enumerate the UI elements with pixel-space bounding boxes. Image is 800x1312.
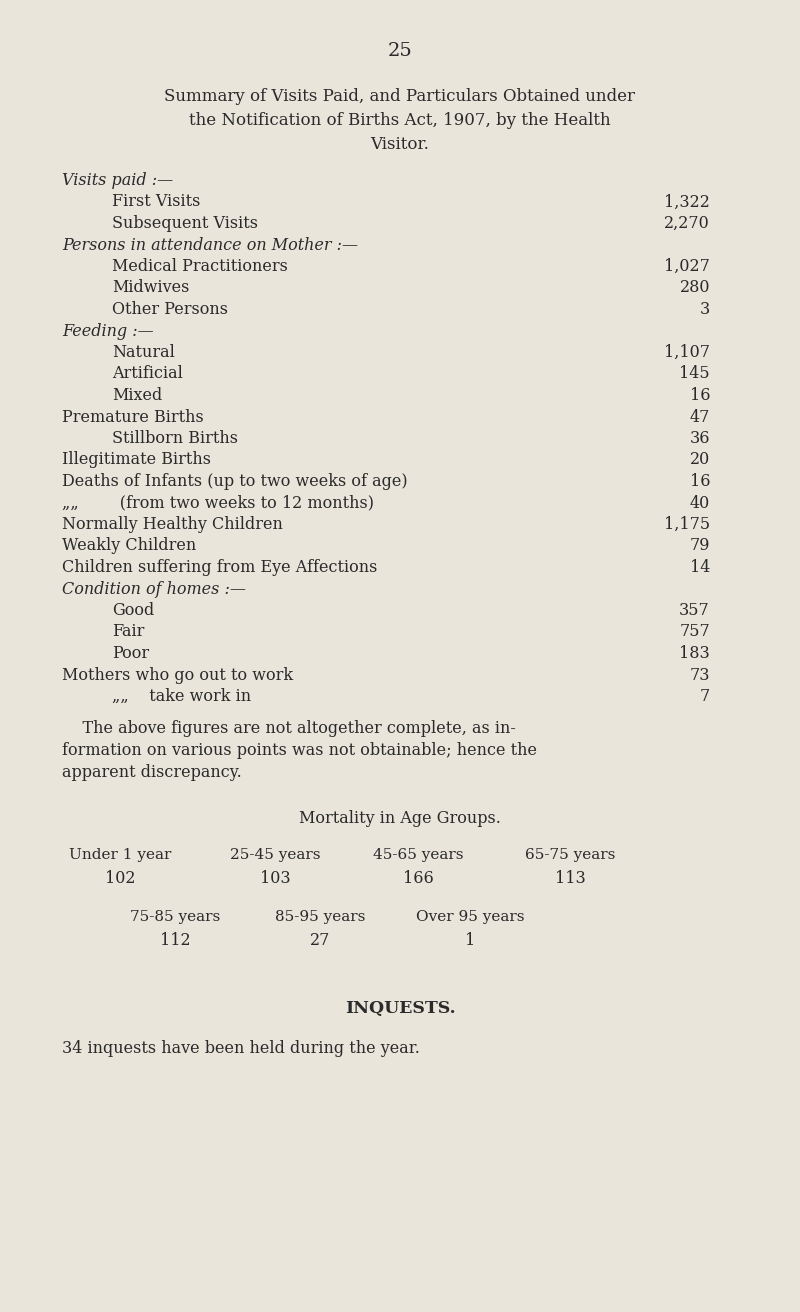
Text: Other Persons: Other Persons — [112, 300, 228, 318]
Text: 36: 36 — [690, 430, 710, 447]
Text: 112: 112 — [160, 932, 190, 949]
Text: The above figures are not altogether complete, as in-: The above figures are not altogether com… — [62, 720, 516, 737]
Text: Over 95 years: Over 95 years — [416, 911, 524, 924]
Text: formation on various points was not obtainable; hence the: formation on various points was not obta… — [62, 743, 537, 760]
Text: 3: 3 — [700, 300, 710, 318]
Text: 27: 27 — [310, 932, 330, 949]
Text: Stillborn Births: Stillborn Births — [112, 430, 238, 447]
Text: 757: 757 — [679, 623, 710, 640]
Text: Deaths of Infants (up to two weeks of age): Deaths of Infants (up to two weeks of ag… — [62, 474, 408, 489]
Text: 16: 16 — [690, 474, 710, 489]
Text: „„        (from two weeks to 12 months): „„ (from two weeks to 12 months) — [62, 495, 374, 512]
Text: 7: 7 — [700, 687, 710, 705]
Text: 20: 20 — [690, 451, 710, 468]
Text: Weakly Children: Weakly Children — [62, 538, 196, 555]
Text: 40: 40 — [690, 495, 710, 512]
Text: 65-75 years: 65-75 years — [525, 848, 615, 862]
Text: Good: Good — [112, 602, 154, 619]
Text: 1,175: 1,175 — [664, 516, 710, 533]
Text: 113: 113 — [554, 870, 586, 887]
Text: 85-95 years: 85-95 years — [275, 911, 365, 924]
Text: Natural: Natural — [112, 344, 175, 361]
Text: Visitor.: Visitor. — [370, 136, 430, 154]
Text: Poor: Poor — [112, 646, 149, 663]
Text: 1,027: 1,027 — [664, 258, 710, 276]
Text: 1: 1 — [465, 932, 475, 949]
Text: Visits paid :—: Visits paid :— — [62, 172, 173, 189]
Text: 103: 103 — [260, 870, 290, 887]
Text: INQUESTS.: INQUESTS. — [345, 1000, 455, 1017]
Text: 25-45 years: 25-45 years — [230, 848, 320, 862]
Text: 1,322: 1,322 — [664, 193, 710, 210]
Text: Midwives: Midwives — [112, 279, 190, 297]
Text: Summary of Visits Paid, and Particulars Obtained under: Summary of Visits Paid, and Particulars … — [165, 88, 635, 105]
Text: apparent discrepancy.: apparent discrepancy. — [62, 764, 242, 781]
Text: 45-65 years: 45-65 years — [373, 848, 463, 862]
Text: the Notification of Births Act, 1907, by the Health: the Notification of Births Act, 1907, by… — [189, 112, 611, 129]
Text: Condition of homes :—: Condition of homes :— — [62, 580, 246, 597]
Text: „„    take work in: „„ take work in — [112, 687, 251, 705]
Text: Mortality in Age Groups.: Mortality in Age Groups. — [299, 810, 501, 827]
Text: Subsequent Visits: Subsequent Visits — [112, 215, 258, 232]
Text: Mothers who go out to work: Mothers who go out to work — [62, 666, 293, 684]
Text: 47: 47 — [690, 408, 710, 425]
Text: 183: 183 — [679, 646, 710, 663]
Text: Artificial: Artificial — [112, 366, 183, 383]
Text: Under 1 year: Under 1 year — [69, 848, 171, 862]
Text: 1,107: 1,107 — [664, 344, 710, 361]
Text: Illegitimate Births: Illegitimate Births — [62, 451, 211, 468]
Text: 357: 357 — [679, 602, 710, 619]
Text: 34 inquests have been held during the year.: 34 inquests have been held during the ye… — [62, 1040, 420, 1057]
Text: 25: 25 — [388, 42, 412, 60]
Text: 145: 145 — [679, 366, 710, 383]
Text: 2,270: 2,270 — [664, 215, 710, 232]
Text: 166: 166 — [402, 870, 434, 887]
Text: Premature Births: Premature Births — [62, 408, 204, 425]
Text: Medical Practitioners: Medical Practitioners — [112, 258, 288, 276]
Text: 16: 16 — [690, 387, 710, 404]
Text: 102: 102 — [105, 870, 135, 887]
Text: Mixed: Mixed — [112, 387, 162, 404]
Text: Children suffering from Eye Affections: Children suffering from Eye Affections — [62, 559, 378, 576]
Text: 14: 14 — [690, 559, 710, 576]
Text: 75-85 years: 75-85 years — [130, 911, 220, 924]
Text: Fair: Fair — [112, 623, 144, 640]
Text: Feeding :—: Feeding :— — [62, 323, 154, 340]
Text: Persons in attendance on Mother :—: Persons in attendance on Mother :— — [62, 236, 358, 253]
Text: First Visits: First Visits — [112, 193, 200, 210]
Text: 280: 280 — [679, 279, 710, 297]
Text: Normally Healthy Children: Normally Healthy Children — [62, 516, 283, 533]
Text: 73: 73 — [690, 666, 710, 684]
Text: 79: 79 — [690, 538, 710, 555]
